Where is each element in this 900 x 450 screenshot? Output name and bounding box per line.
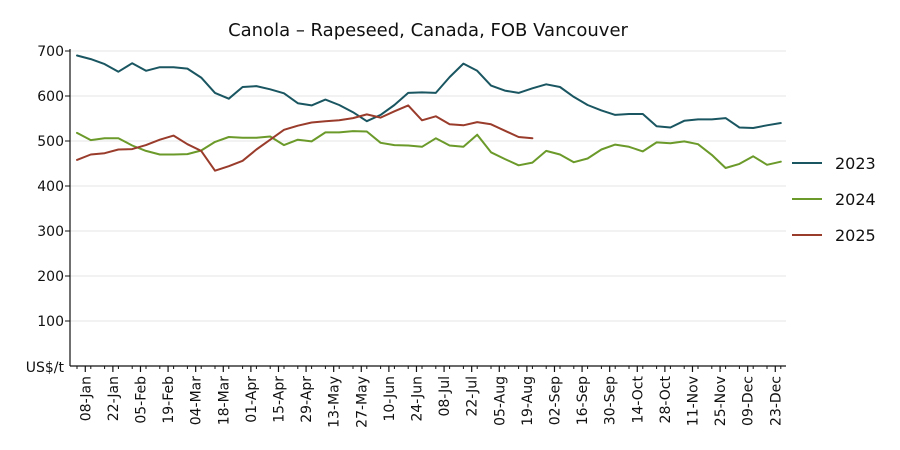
chart-title: Canola – Rapeseed, Canada, FOB Vancouver — [228, 20, 628, 41]
x-tick-label: 05-Aug — [492, 376, 508, 426]
x-tick-label: 11-Nov — [685, 376, 701, 426]
x-tick-label: 30-Sep — [603, 376, 619, 425]
legend-label-2023: 2023 — [835, 154, 876, 173]
series-lines — [76, 54, 782, 172]
x-tick-label: 01-Apr — [244, 376, 260, 423]
y-tick-label: 500 — [37, 134, 64, 150]
y-tick-label: 700 — [37, 44, 64, 60]
x-tick-label: 05-Feb — [133, 376, 149, 424]
legend[interactable]: 2023 2024 2025 — [792, 154, 876, 245]
x-tick-label: 19-Feb — [161, 376, 177, 424]
x-tick-label: 08-Jul — [437, 376, 453, 417]
x-tick-label: 27-May — [354, 376, 370, 428]
x-tick-label: 29-Apr — [299, 376, 315, 423]
x-tick-label: 23-Dec — [768, 376, 784, 426]
x-tick-label: 10-Jun — [382, 376, 398, 422]
x-tick-label: 25-Nov — [713, 376, 729, 426]
series-line-2024 — [76, 130, 782, 169]
x-tick-label: 02-Sep — [547, 376, 563, 425]
axes: 100 200 300 400 500 600 700 US$/t 08-Jan 22-Jan 05… — [26, 44, 786, 428]
x-tick-label: 28-Oct — [658, 375, 674, 423]
series-line-2023 — [76, 54, 782, 129]
x-tick-label: 15-Apr — [271, 376, 287, 423]
x-tick-label: 13-May — [327, 376, 343, 428]
gridlines — [70, 50, 786, 322]
y-axis-unit-label: US$/t — [26, 360, 65, 376]
x-tick-label: 14-Oct — [630, 375, 646, 423]
y-tick-label: 100 — [37, 314, 64, 330]
x-tick-label: 16-Sep — [575, 376, 591, 425]
x-tick-label: 08-Jan — [78, 376, 94, 421]
legend-label-2025: 2025 — [835, 226, 876, 245]
y-tick-label: 600 — [37, 89, 64, 105]
x-tick-label: 04-Mar — [189, 376, 205, 426]
series-line-2025 — [76, 104, 534, 172]
y-tick-label: 400 — [37, 179, 64, 195]
y-tick-label: 300 — [37, 224, 64, 240]
x-tick-label: 18-Mar — [216, 376, 232, 426]
legend-label-2024: 2024 — [835, 190, 876, 209]
x-tick-label: 19-Aug — [520, 376, 536, 426]
x-tick-label: 09-Dec — [741, 376, 757, 426]
x-tick-label: 24-Jun — [409, 376, 425, 422]
x-tick-label: 22-Jul — [465, 376, 481, 417]
y-tick-label: 200 — [37, 269, 64, 285]
x-tick-label: 22-Jan — [106, 376, 122, 421]
